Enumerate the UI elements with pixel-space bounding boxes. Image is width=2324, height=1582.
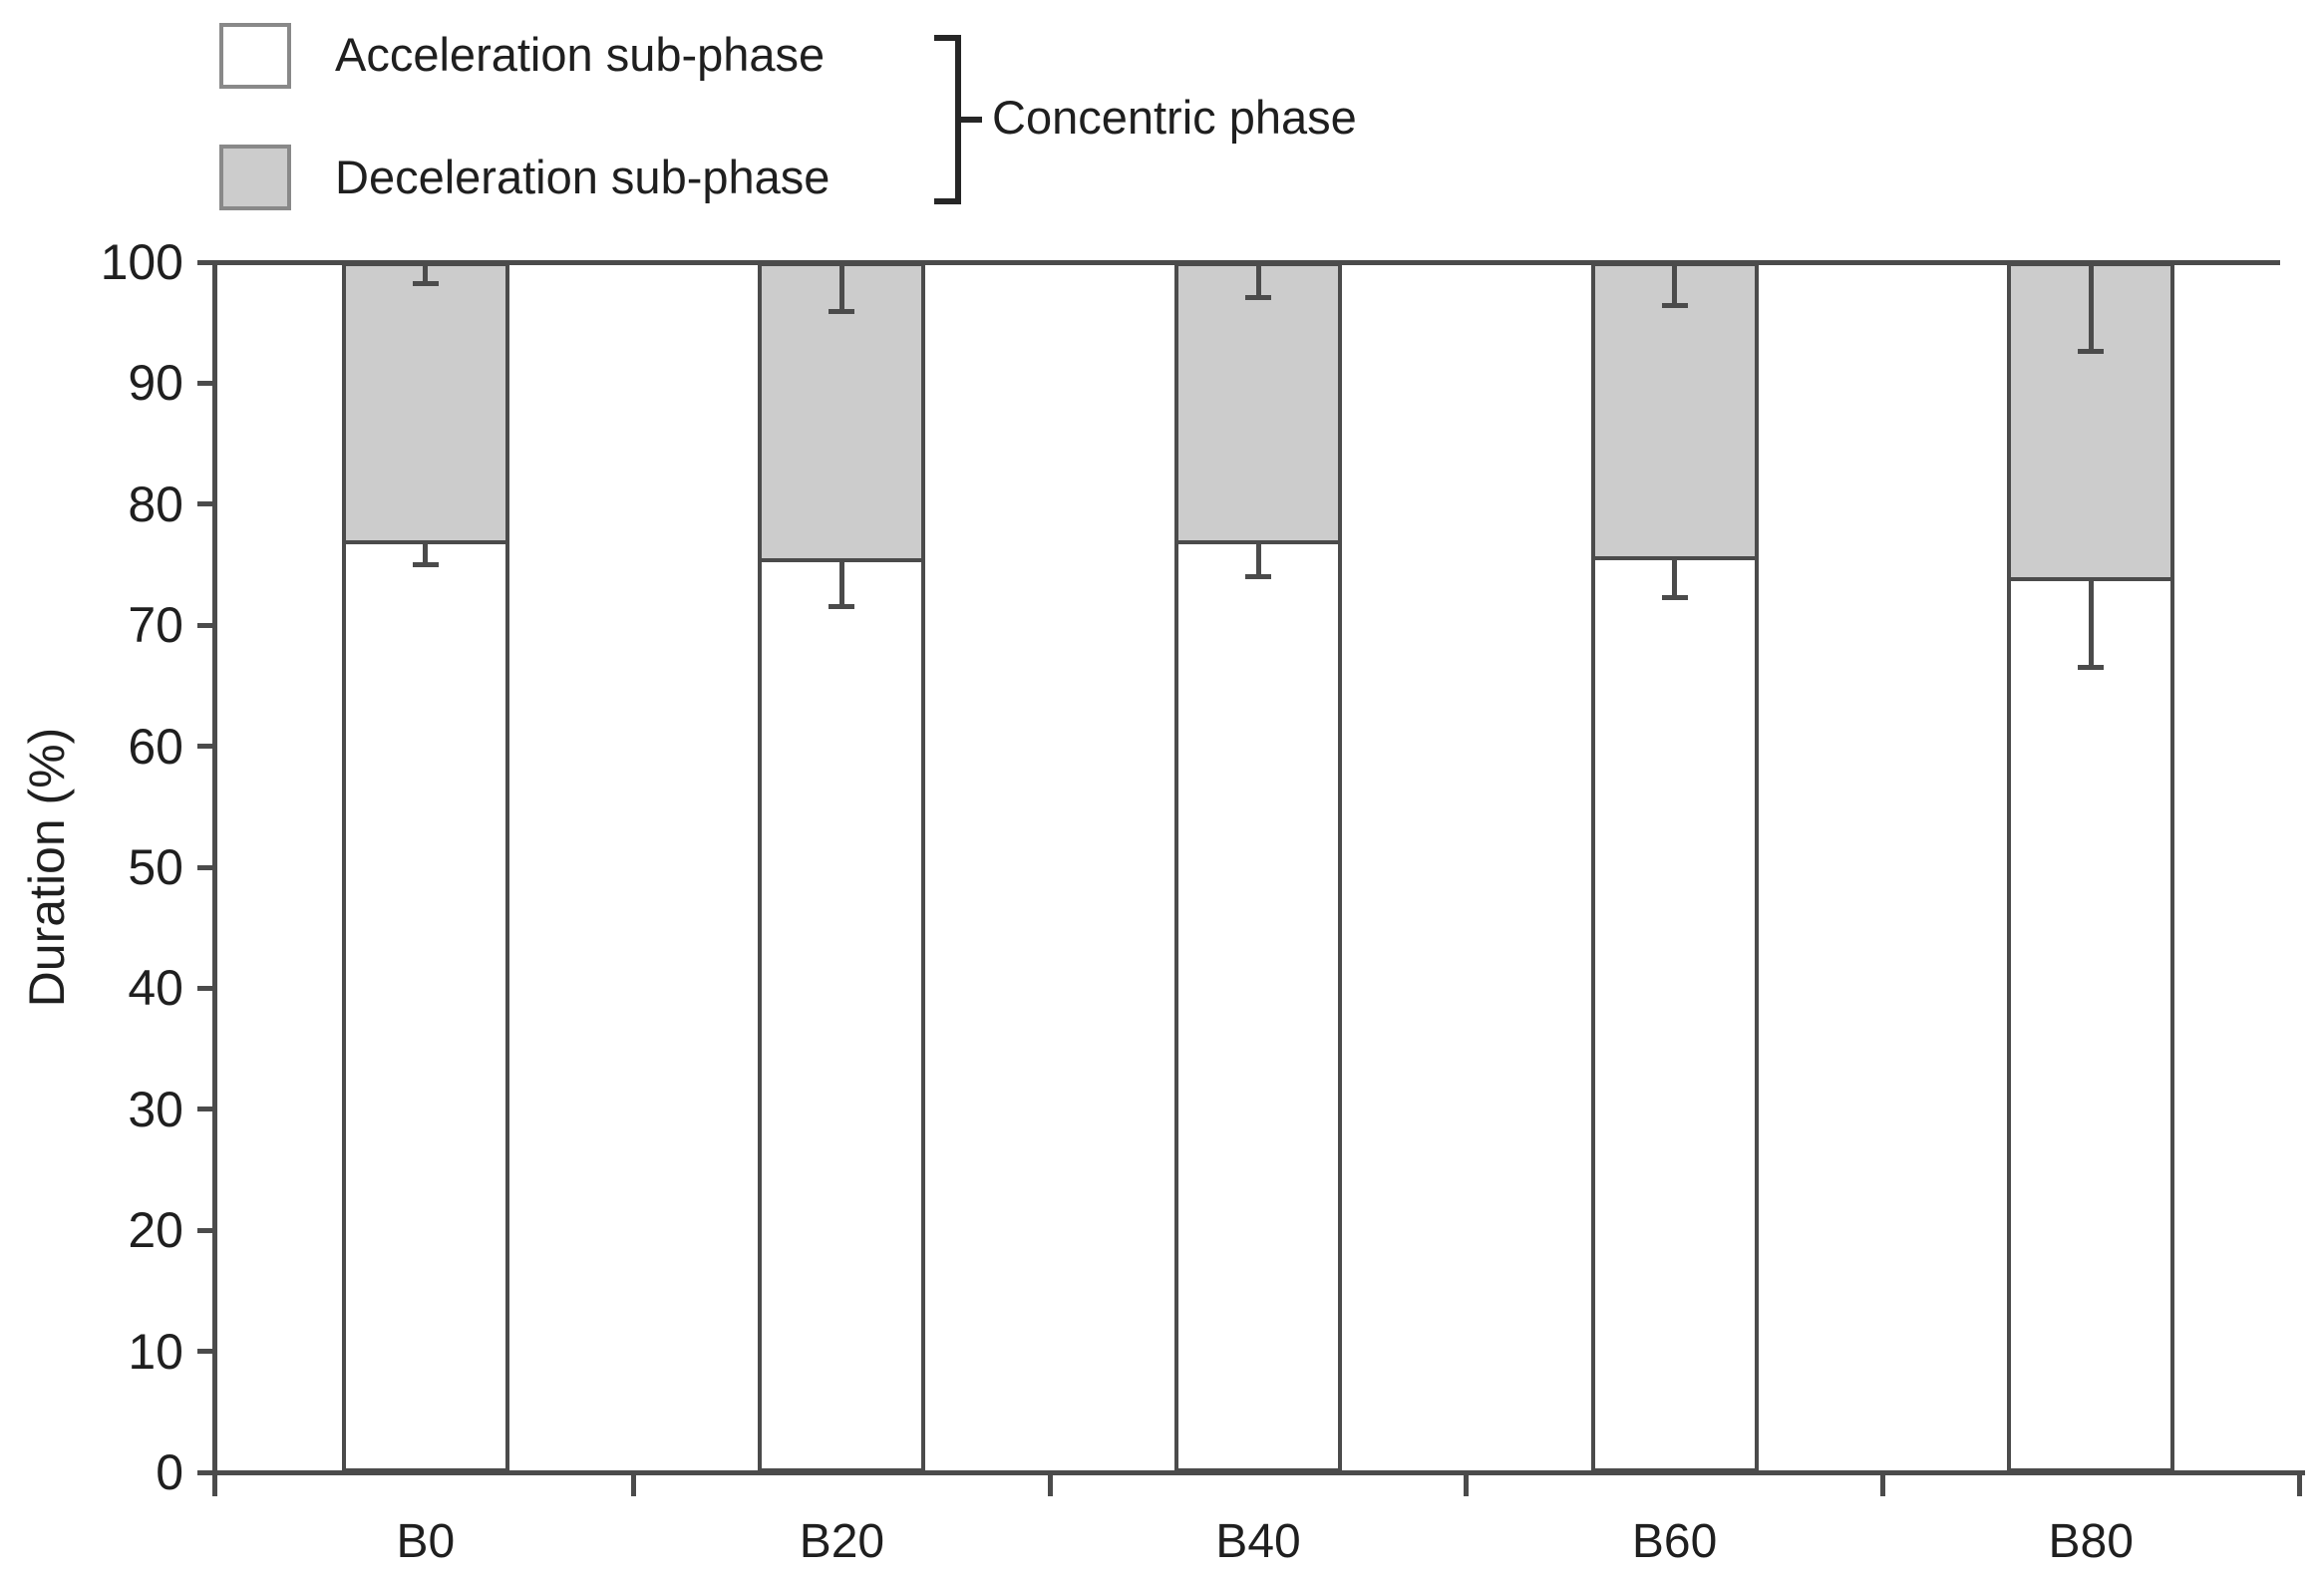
y-tick-label: 100: [100, 234, 183, 290]
error-bar-cap: [1245, 294, 1271, 300]
y-tick: [197, 864, 217, 870]
y-tick-label: 10: [128, 1323, 183, 1380]
x-category-label: B0: [396, 1515, 456, 1568]
error-bar-cap: [1245, 574, 1271, 580]
x-tick: [1879, 1472, 1885, 1496]
legend-swatch-deceleration: [219, 145, 291, 210]
bar-deceleration-segment: [1590, 262, 1759, 560]
y-tick: [197, 380, 217, 386]
bar-deceleration-segment: [1174, 262, 1342, 545]
x-tick: [631, 1472, 637, 1496]
bar-acceleration-segment: [2007, 576, 2175, 1472]
error-bar-cap: [412, 562, 439, 567]
x-category-label: B80: [2048, 1515, 2134, 1568]
y-tick: [197, 622, 217, 628]
x-tick: [1464, 1472, 1470, 1496]
error-bar-cap: [1661, 303, 1688, 309]
x-category-label: B20: [799, 1515, 885, 1568]
y-tick-label: 40: [128, 960, 183, 1017]
bar-deceleration-segment: [341, 262, 509, 545]
error-bar-deceleration: [1255, 262, 1261, 298]
y-tick-label: 0: [156, 1444, 183, 1500]
y-tick: [197, 985, 217, 991]
bar-acceleration-segment: [1590, 556, 1759, 1472]
error-bar-deceleration: [2088, 262, 2094, 352]
bar-acceleration-segment: [341, 540, 509, 1472]
error-bar-cap: [2078, 665, 2105, 671]
y-tick-label: 80: [128, 475, 183, 532]
error-bar-cap: [829, 309, 855, 315]
bar-deceleration-segment: [2007, 262, 2175, 581]
error-bar-cap: [1661, 594, 1688, 600]
error-bar-deceleration: [1672, 262, 1678, 306]
error-bar-acceleration: [838, 558, 844, 607]
y-tick-label: 50: [128, 839, 183, 895]
y-tick: [197, 1107, 217, 1112]
legend-label-deceleration: Deceleration sub-phase: [335, 151, 830, 203]
error-bar-cap: [2078, 349, 2105, 355]
x-tick: [1047, 1472, 1053, 1496]
error-bar-deceleration: [838, 262, 844, 312]
y-tick-label: 70: [128, 597, 183, 654]
y-tick: [197, 1349, 217, 1355]
error-bar-acceleration: [2088, 576, 2094, 668]
error-bar-cap: [829, 604, 855, 610]
legend-group-label: Concentric phase: [992, 91, 1357, 144]
y-tick-label: 90: [128, 355, 183, 412]
y-tick: [197, 501, 217, 507]
legend-group-bracket-icon: [934, 35, 982, 204]
x-category-label: B60: [1631, 1515, 1718, 1568]
error-bar-cap: [412, 281, 439, 287]
error-bar-deceleration: [423, 262, 429, 284]
y-tick-label: 20: [128, 1202, 183, 1259]
x-axis-line: [197, 1469, 2305, 1475]
y-tick: [197, 259, 217, 265]
bar-acceleration-segment: [1174, 540, 1342, 1472]
y-tick: [197, 1227, 217, 1233]
bar-acceleration-segment: [758, 558, 926, 1472]
legend-label-acceleration: Acceleration sub-phase: [335, 28, 826, 81]
error-bar-acceleration: [1672, 556, 1678, 598]
y-tick-label: 30: [128, 1081, 183, 1137]
x-tick: [2296, 1472, 2302, 1496]
x-category-label: B40: [1215, 1515, 1301, 1568]
y-tick: [197, 744, 217, 750]
error-bar-acceleration: [423, 540, 429, 565]
legend: Acceleration sub-phase Deceleration sub-…: [0, 0, 1495, 229]
y-tick-label: 60: [128, 718, 183, 775]
y-axis-line: [212, 259, 217, 1496]
error-bar-acceleration: [1255, 540, 1261, 577]
legend-swatch-acceleration: [219, 23, 291, 89]
